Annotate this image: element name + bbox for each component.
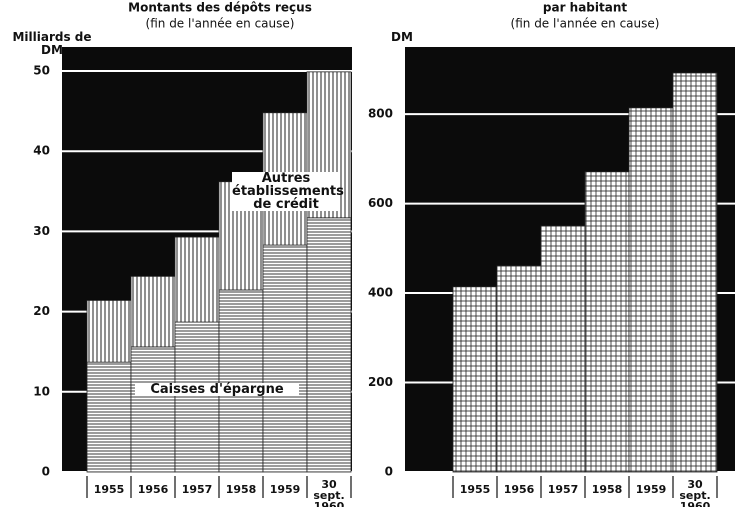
bar bbox=[540, 225, 586, 473]
bar-segment bbox=[218, 289, 264, 473]
x-tick-label: 30 sept. 1960 bbox=[679, 478, 711, 507]
x-tick-label: 1958 bbox=[225, 483, 257, 496]
x-tick-label: 1956 bbox=[503, 483, 535, 496]
y-tick-label: 30 bbox=[33, 224, 50, 238]
x-tick-label: 1957 bbox=[547, 483, 579, 496]
x-tick-label: 1959 bbox=[269, 483, 301, 496]
bar-segment bbox=[262, 244, 308, 473]
y-tick-label: 40 bbox=[33, 144, 50, 158]
y-tick-label: 0 bbox=[385, 465, 393, 479]
bar bbox=[628, 107, 674, 473]
bar-segment bbox=[86, 361, 132, 473]
x-tick-label: 1958 bbox=[591, 483, 623, 496]
x-tick-label: 1957 bbox=[181, 483, 213, 496]
x-tick-label: 1956 bbox=[137, 483, 169, 496]
chart-subtitle: (fin de l'année en cause) bbox=[146, 17, 295, 31]
y-tick-label: 200 bbox=[368, 375, 393, 389]
bar-segment bbox=[86, 299, 132, 363]
y-tick-label: 10 bbox=[33, 384, 50, 398]
y-axis-label: DM bbox=[391, 30, 413, 44]
bar-segment bbox=[130, 346, 176, 473]
bar-segment bbox=[174, 321, 220, 473]
bar-segment bbox=[130, 275, 176, 348]
chart-title: Montants des dépôts reçus bbox=[128, 1, 312, 15]
y-tick-label: 50 bbox=[33, 64, 50, 78]
y-tick-label: 800 bbox=[368, 107, 393, 121]
y-tick-label: 400 bbox=[368, 286, 393, 300]
bar bbox=[496, 265, 542, 473]
bar-segment bbox=[306, 217, 352, 473]
bar bbox=[584, 171, 630, 473]
series-label: Caisses d'épargne bbox=[135, 383, 299, 396]
y-axis-label: Milliards de DM bbox=[12, 30, 92, 57]
bar bbox=[452, 286, 498, 473]
bar-segment bbox=[174, 236, 220, 323]
bar bbox=[672, 72, 718, 473]
x-tick-label: 1955 bbox=[93, 483, 125, 496]
series-label: Autres établissements de crédit bbox=[232, 171, 344, 212]
x-tick-label: 30 sept. 1960 bbox=[313, 478, 345, 507]
y-tick-label: 20 bbox=[33, 304, 50, 318]
x-tick-label: 1959 bbox=[635, 483, 667, 496]
chart-title: par habitant bbox=[543, 1, 628, 15]
y-tick-label: 0 bbox=[42, 465, 50, 479]
y-tick-label: 600 bbox=[368, 196, 393, 210]
x-tick-label: 1955 bbox=[459, 483, 491, 496]
chart-subtitle: (fin de l'année en cause) bbox=[511, 17, 660, 31]
